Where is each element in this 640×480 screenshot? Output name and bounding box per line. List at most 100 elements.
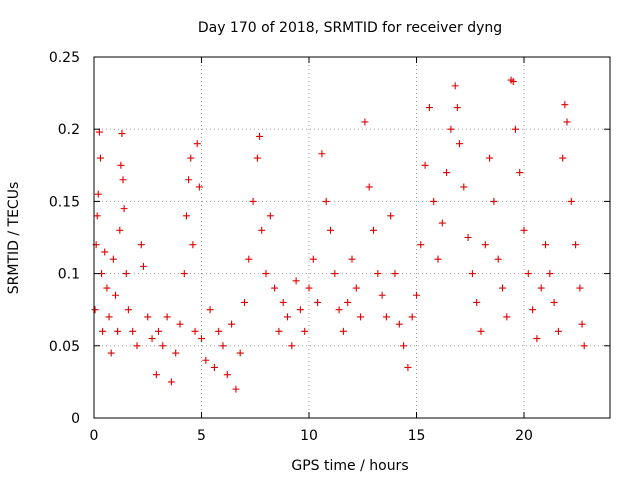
- data-point: [417, 241, 425, 249]
- data-point: [529, 306, 537, 314]
- data-point: [481, 241, 489, 249]
- data-point: [253, 154, 261, 162]
- data-point: [361, 118, 369, 126]
- grid-lines: [94, 57, 610, 418]
- data-point: [93, 212, 101, 220]
- data-point: [374, 270, 382, 278]
- data-point: [275, 327, 283, 335]
- data-point: [395, 320, 403, 328]
- data-point: [509, 78, 517, 86]
- data-point: [271, 284, 279, 292]
- data-point: [105, 313, 113, 321]
- data-point: [391, 270, 399, 278]
- data-point: [279, 298, 287, 306]
- data-point: [241, 298, 248, 306]
- data-point: [249, 197, 257, 205]
- data-point: [447, 125, 455, 133]
- data-point: [567, 197, 575, 205]
- data-point: [215, 327, 223, 335]
- data-point: [378, 291, 386, 299]
- data-point: [516, 169, 524, 177]
- data-point: [137, 241, 145, 249]
- data-point: [187, 154, 195, 162]
- data-point: [580, 342, 588, 350]
- data-point: [191, 327, 199, 335]
- data-point: [117, 161, 125, 169]
- data-point: [546, 270, 554, 278]
- data-point: [490, 197, 498, 205]
- data-point: [99, 327, 107, 335]
- data-point: [262, 270, 270, 278]
- data-point: [210, 363, 218, 371]
- data-point: [456, 140, 463, 148]
- data-point: [537, 284, 545, 292]
- axis-ticks: [93, 56, 610, 419]
- data-point: [176, 320, 184, 328]
- data-point: [404, 363, 412, 371]
- data-point: [434, 255, 442, 263]
- data-point: [387, 212, 395, 220]
- data-point: [413, 291, 420, 299]
- data-point: [116, 226, 124, 234]
- data-point: [339, 327, 347, 335]
- data-point: [232, 385, 240, 393]
- data-point: [223, 371, 231, 379]
- data-point: [301, 327, 309, 335]
- data-point: [114, 327, 122, 335]
- y-tick-label: 0: [71, 411, 80, 427]
- data-point: [103, 284, 111, 292]
- data-point: [163, 313, 171, 321]
- data-point: [348, 255, 356, 263]
- data-point: [494, 255, 502, 263]
- data-point: [96, 154, 104, 162]
- data-point: [119, 176, 127, 184]
- chart-title: Day 170 of 2018, SRMTID for receiver dyn…: [198, 20, 502, 36]
- data-point: [118, 130, 126, 138]
- data-point: [236, 349, 244, 357]
- data-point: [101, 248, 109, 256]
- data-point: [124, 306, 132, 314]
- x-tick-label: 5: [197, 428, 206, 444]
- data-point: [499, 284, 506, 292]
- y-tick-label: 0.2: [58, 122, 80, 138]
- data-point: [318, 150, 326, 158]
- data-point: [382, 313, 390, 321]
- data-point: [563, 118, 571, 126]
- data-point: [486, 154, 494, 162]
- data-point: [152, 371, 160, 379]
- data-point: [198, 335, 205, 343]
- plot-border: [93, 56, 611, 419]
- data-point: [245, 255, 253, 263]
- data-point: [331, 270, 339, 278]
- data-point: [464, 234, 472, 241]
- data-point: [451, 82, 459, 90]
- data-point: [95, 128, 103, 136]
- data-point: [288, 342, 296, 350]
- data-point: [550, 298, 558, 306]
- data-point: [112, 291, 119, 299]
- y-tick-label: 0.1: [58, 267, 80, 283]
- x-tick-label: 15: [408, 428, 426, 444]
- data-point: [421, 161, 429, 169]
- data-point: [576, 284, 584, 292]
- data-point: [182, 212, 190, 220]
- data-point: [144, 313, 152, 321]
- data-point: [542, 241, 549, 249]
- data-point: [520, 226, 528, 234]
- data-point: [511, 125, 519, 133]
- data-point: [533, 335, 541, 343]
- y-tick-label: 0.25: [49, 50, 80, 66]
- y-tick-label: 0.15: [49, 194, 80, 210]
- data-point: [292, 277, 300, 285]
- data-point: [206, 306, 214, 314]
- data-point: [193, 140, 201, 148]
- data-point: [327, 226, 334, 234]
- tick-labels: 0 5 10 15 20 0 0.05 0.1 0.15 0.2 0.25: [49, 50, 533, 444]
- data-point: [344, 298, 352, 306]
- data-point: [430, 197, 438, 205]
- data-point: [400, 342, 408, 350]
- data-point: [322, 197, 330, 205]
- data-point: [425, 104, 433, 112]
